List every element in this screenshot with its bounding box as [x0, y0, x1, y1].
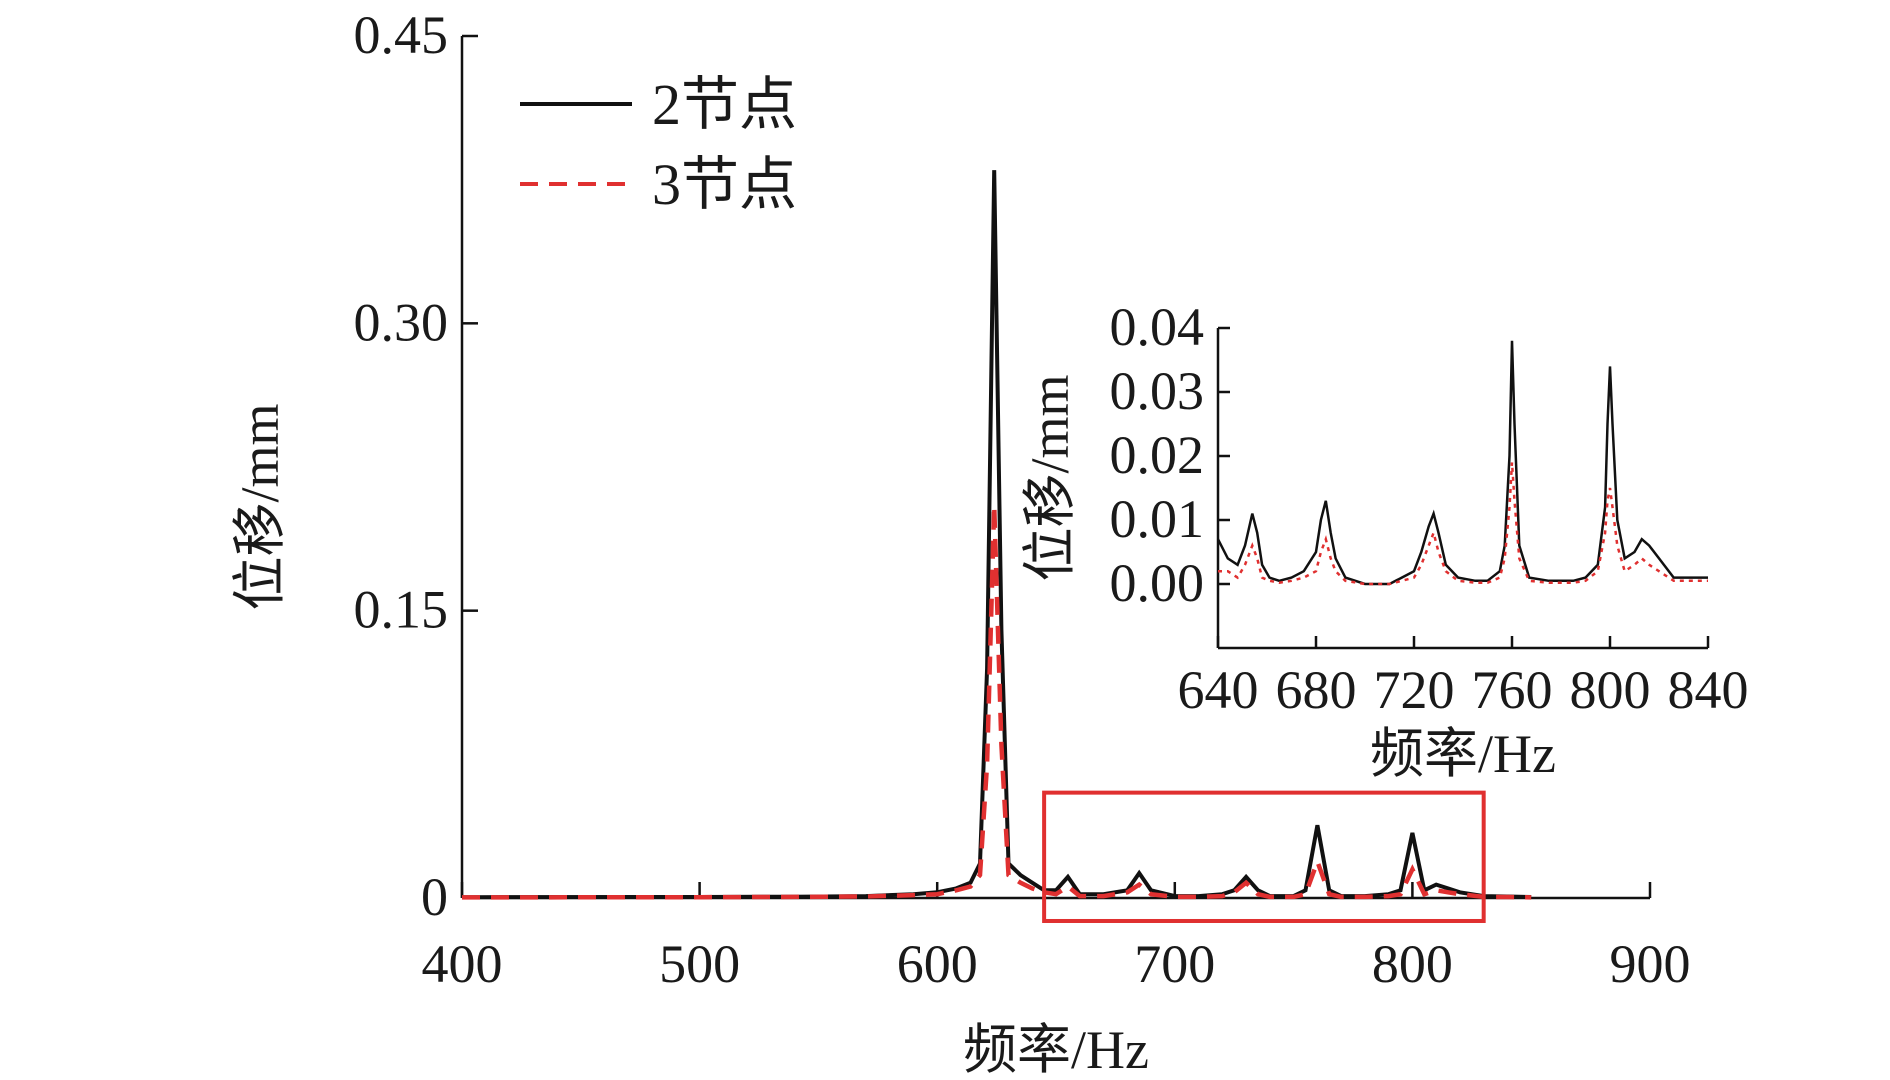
inset-x-tick-label: 840	[1668, 660, 1749, 720]
main-series-2-line	[461, 505, 1532, 900]
inset-y-tick-label: 0.03	[1110, 361, 1205, 421]
main-x-tick-label: 900	[1610, 934, 1691, 994]
inset-series-2-line	[1218, 462, 1708, 586]
main-x-tick-label: 400	[422, 934, 503, 994]
main-ticks: 400 500 600 700 800 900 0 0.15 0.30 0.45	[354, 5, 1691, 994]
main-x-tick-label: 700	[1134, 934, 1215, 994]
inset-x-tick-label: 720	[1374, 660, 1455, 720]
inset-x-tick-label: 640	[1178, 660, 1259, 720]
inset-x-tick-label: 760	[1472, 660, 1553, 720]
inset-x-tick-label: 800	[1570, 660, 1651, 720]
main-y-axis-label: 位移/mm	[230, 403, 290, 610]
main-series	[461, 170, 1532, 900]
main-y-tick-label: 0	[421, 867, 448, 927]
main-y-tick-label: 0.30	[354, 292, 449, 352]
inset-series-1-line	[1216, 340, 1708, 586]
inset-y-tick-label: 0.02	[1110, 425, 1205, 485]
main-x-tick-label: 800	[1372, 934, 1453, 994]
main-y-tick-label: 0.45	[354, 5, 449, 65]
inset-y-tick-label: 0.00	[1110, 553, 1205, 613]
inset-y-tick-label: 0.04	[1110, 297, 1205, 357]
inset-x-axis-label: 频率/Hz	[1370, 724, 1556, 784]
main-x-tick-label: 500	[659, 934, 740, 994]
zoom-highlight-box	[1042, 790, 1486, 923]
main-series-1-line	[461, 170, 1532, 900]
main-highlight	[1042, 790, 1486, 923]
inset-y-axis-label: 位移/mm	[1020, 374, 1080, 581]
main-chart: 400 500 600 700 800 900 0 0.15 0.30 0.45 频率/Hz 位移…	[230, 5, 1691, 1080]
main-legend: 2节点 3节点	[520, 72, 797, 217]
inset-y-tick-label: 0.01	[1110, 489, 1205, 549]
main-x-axis-label: 频率/Hz	[963, 1020, 1149, 1080]
legend-label-3-node: 3节点	[652, 152, 797, 217]
inset-ticks: 640 680 720 760 800 840 0.000.010.020.030.04	[1110, 297, 1749, 720]
inset-chart: 640 680 720 760 800 840 0.000.010.020.030.04 频…	[1020, 297, 1749, 784]
legend-label-2-node: 2节点	[652, 72, 797, 137]
inset-x-tick-label: 680	[1276, 660, 1357, 720]
main-x-tick-label: 600	[897, 934, 978, 994]
inset-series	[1216, 340, 1708, 586]
main-y-tick-label: 0.15	[354, 580, 449, 640]
inset-axes	[1216, 328, 1708, 650]
